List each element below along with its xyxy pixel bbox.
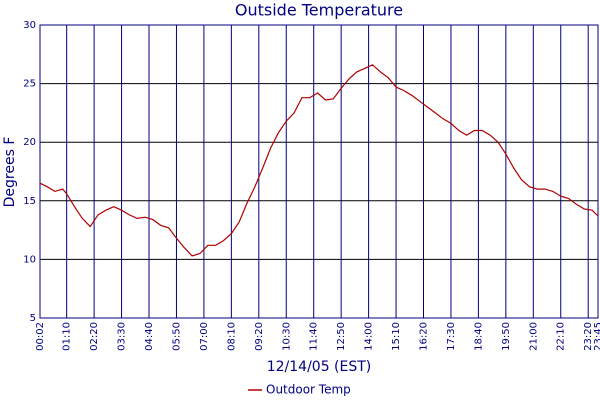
x-tick-label: 03:30 [117,322,128,351]
x-tick-label: 01:10 [62,322,73,351]
x-tick-label: 22:10 [556,322,567,351]
x-tick-label: 10:30 [281,322,292,351]
x-tick-label: 09:20 [254,322,265,351]
y-tick-label: 10 [23,254,36,265]
x-tick-label: 15:10 [391,322,402,351]
plot-frame [39,24,599,319]
x-tick-label: 07:00 [199,322,210,351]
x-axis-title: 12/14/05 (EST) [267,359,372,375]
x-tick-label: 18:40 [473,322,484,351]
x-tick-label: 17:30 [446,322,457,351]
x-tick-label: 23:20 [583,322,594,351]
x-tick-label: 05:50 [171,322,182,351]
x-tick-label: 19:50 [501,322,512,351]
y-tick-label: 5 [30,313,36,324]
y-tick-label: 20 [23,137,36,148]
x-tick-label: 23:45 [593,322,600,351]
data-line [39,64,599,257]
y-tick-label: 25 [23,79,36,90]
y-axis-title: Degrees F [2,137,18,208]
x-tick-label: 11:40 [309,322,320,351]
x-tick-label: 12:50 [336,322,347,351]
y-tick-label: 30 [23,20,36,31]
x-tick-label: 00:02 [35,322,46,351]
x-tick-label: 21:00 [528,322,539,351]
x-tick-label: 04:40 [144,322,155,351]
x-tick-label: 16:20 [419,322,430,351]
chart-title: Outside Temperature [235,1,403,20]
x-tick-label: 14:00 [364,322,375,351]
y-tick-label: 15 [23,196,36,207]
x-tick-label: 08:10 [226,322,237,351]
legend-label: Outdoor Temp [266,383,351,397]
x-tick-label: 02:20 [89,322,100,351]
